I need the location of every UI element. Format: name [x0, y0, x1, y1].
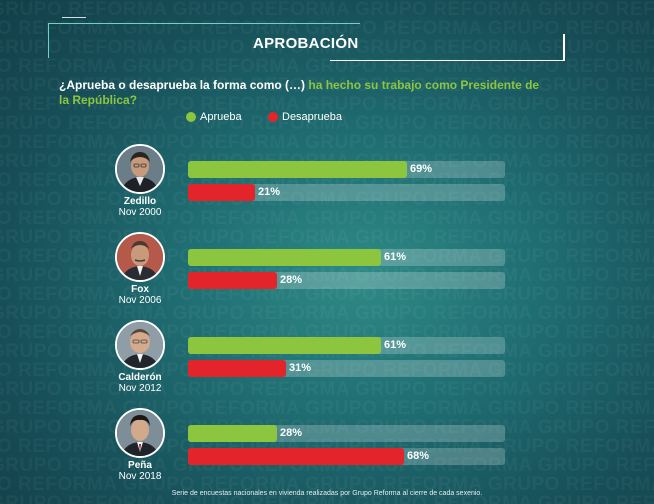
- chart-title: APROBACIÓN: [253, 35, 359, 52]
- legend-swatch-aprueba: [186, 112, 196, 122]
- president-pena: Peña Nov 2018: [100, 408, 180, 482]
- bar-track: 28%: [188, 425, 505, 442]
- bar-track: 68%: [188, 448, 505, 465]
- survey-date: Nov 2006: [118, 295, 162, 306]
- bar-track: 61%: [188, 249, 505, 266]
- portrait-fox: [115, 232, 165, 282]
- bar-desaprueba: [188, 184, 255, 201]
- president-name: Peña: [128, 460, 152, 471]
- president-zedillo: Zedillo Nov 2000: [100, 144, 180, 218]
- bar-aprueba: [188, 249, 381, 266]
- legend-label-aprueba: Aprueba: [200, 111, 242, 123]
- survey-question: ¿Aprueba o desaprueba la forma como (…) …: [59, 78, 549, 108]
- bar-track: 61%: [188, 337, 505, 354]
- bar-track: 31%: [188, 360, 505, 377]
- footer-note: Serie de encuestas nacionales en viviend…: [171, 490, 483, 497]
- survey-date: Nov 2018: [118, 471, 162, 482]
- bar-desaprueba: [188, 360, 286, 377]
- president-name: Zedillo: [123, 196, 157, 207]
- bar-value-label: 28%: [280, 427, 303, 439]
- survey-date: Nov 2012: [118, 383, 162, 394]
- survey-date: Nov 2000: [118, 207, 162, 218]
- bar-track: 28%: [188, 272, 505, 289]
- bar-value-label: 61%: [384, 339, 407, 351]
- legend-swatch-desaprueba: [268, 112, 278, 122]
- top-accent-line: [62, 17, 86, 18]
- bar-value-label: 21%: [258, 186, 281, 198]
- portrait-zedillo: [115, 144, 165, 194]
- portrait-calderon: [115, 320, 165, 370]
- bar-desaprueba: [188, 448, 404, 465]
- bar-desaprueba: [188, 272, 277, 289]
- title-frame-right: [563, 34, 565, 61]
- legend-label-desaprueba: Desaprueba: [282, 111, 342, 123]
- bar-value-label: 31%: [289, 362, 312, 374]
- legend-item-aprueba: Aprueba: [186, 111, 242, 123]
- bar-aprueba: [188, 337, 381, 354]
- bar-value-label: 28%: [280, 274, 303, 286]
- bar-aprueba: [188, 161, 407, 178]
- question-highlight: ha hecho su trabajo como Presidente de l…: [59, 78, 540, 107]
- bar-track: 69%: [188, 161, 505, 178]
- bar-aprueba: [188, 425, 277, 442]
- bar-value-label: 68%: [407, 450, 430, 462]
- bar-value-label: 61%: [384, 251, 407, 263]
- president-fox: Fox Nov 2006: [100, 232, 180, 306]
- president-name: Fox: [131, 284, 149, 295]
- president-calderon: Calderón Nov 2012: [100, 320, 180, 394]
- title-frame-top: [48, 23, 360, 24]
- bar-track: 21%: [188, 184, 505, 201]
- bar-value-label: 69%: [410, 163, 433, 175]
- title-frame-bottom: [330, 60, 565, 61]
- legend-item-desaprueba: Desaprueba: [268, 111, 342, 123]
- portrait-pena: [115, 408, 165, 458]
- president-name: Calderón: [118, 372, 162, 383]
- question-text: ¿Aprueba o desaprueba la forma como (…): [59, 78, 309, 92]
- title-frame-left: [48, 23, 49, 58]
